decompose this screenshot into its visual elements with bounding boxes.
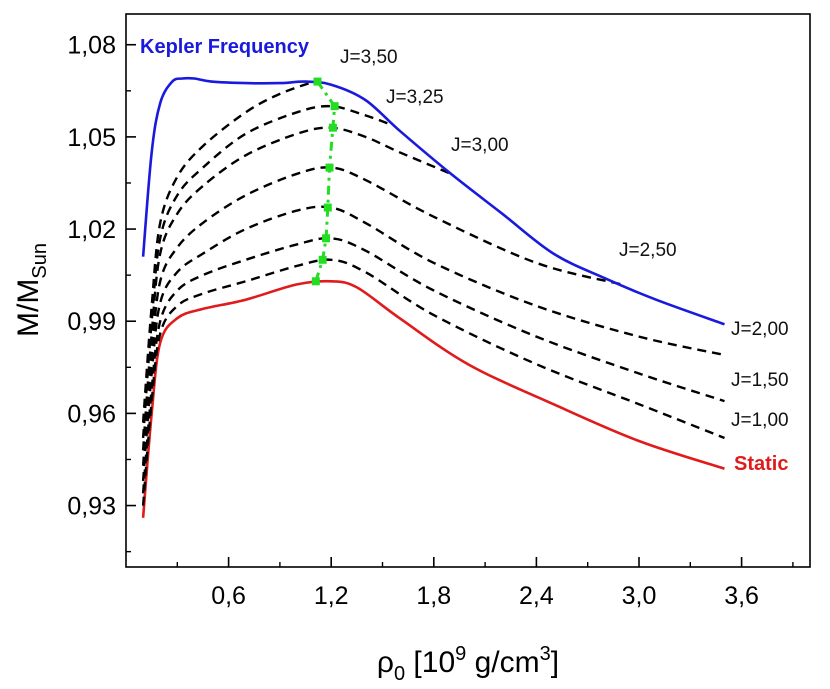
x-tick-label: 1,2 [314,582,349,610]
annotation-j-2-50: J=2,50 [619,240,677,261]
series-maxima-marker [311,277,320,286]
y-axis-title: M/MSun [12,243,51,337]
x-tick-label: 1,8 [416,582,451,610]
y-tick-label: 1,02 [67,216,116,244]
annotation-kepler-frequency: Kepler Frequency [140,36,310,58]
series-maxima-marker [328,123,337,132]
series-maxima-marker [313,77,322,86]
series-maxima-marker [325,163,334,172]
y-tick-label: 0,96 [67,400,116,428]
series-j-1-50 [141,236,725,494]
series-maxima-line [314,80,337,282]
x-tick-label: 3,0 [622,582,657,610]
series-kepler-frequency [141,76,725,326]
annotation-j-3-25: J=3,25 [386,87,444,108]
y-tick-label: 0,99 [67,308,116,336]
series-maxima-marker [322,234,331,243]
annotation-j-3-00: J=3,00 [451,135,509,156]
y-tick-label: 1,08 [67,32,116,60]
series-j-1-00 [141,258,725,506]
series-layer [141,76,725,518]
axis-ticks [126,43,794,567]
x-tick-label: 3,6 [724,582,759,610]
annotation-j-1-50: J=1,50 [731,370,789,391]
series-j-2-50 [141,166,623,466]
annotation-j-3-50: J=3,50 [340,47,398,68]
series-maxima-marker [323,203,332,212]
annotations: Kepler Frequency J=3,50 J=3,25 J=3,00 J=2,50… [140,36,789,475]
series-j-3-50 [141,80,315,423]
annotation-j-2-00: J=2,00 [731,319,789,340]
series-j-2-00 [141,205,725,482]
x-tick-label: 2,4 [519,582,554,610]
x-axis-title: ρ0 [109 g/cm3] [377,643,559,685]
annotation-j-1-00: J=1,00 [731,410,789,431]
series-j-3-25 [141,104,392,439]
plot-frame [125,13,811,568]
y-tick-label: 0,93 [67,493,116,521]
annotation-static: Static [734,453,788,475]
series-maxima-marker [330,102,339,111]
y-tick-label: 1,05 [67,124,116,152]
x-tick-label: 0,6 [211,582,246,610]
series-j-3-00 [141,126,452,451]
series-static [141,279,725,518]
tick-labels: 0,6 1,2 1,8 2,4 3,0 3,6 0,93 0,96 0,99 1,02 1,05 1,… [67,32,759,610]
series-maxima-marker [318,255,327,264]
